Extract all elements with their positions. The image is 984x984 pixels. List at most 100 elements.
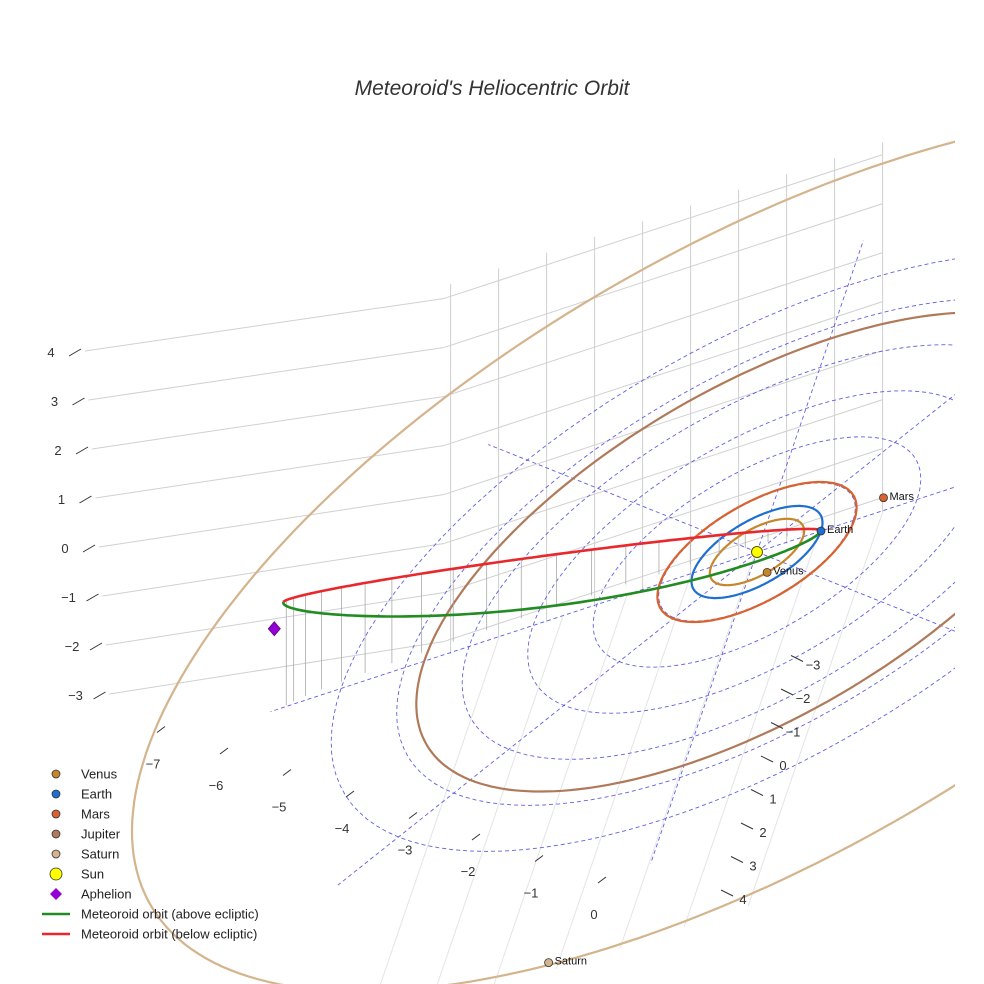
y-tick-label: 1	[769, 792, 776, 807]
y-tick	[740, 822, 754, 830]
y-tick	[720, 889, 734, 897]
ecliptic-grid-circle	[527, 390, 955, 714]
venus-label: Venus	[773, 565, 804, 577]
z-tick-label: 0	[61, 541, 68, 556]
y-tick-label: −2	[796, 691, 811, 706]
x-tick	[534, 855, 544, 862]
x-tick-label: −5	[272, 800, 287, 815]
y-tick-label: 3	[749, 859, 756, 874]
earth-marker	[816, 526, 826, 536]
mars-label: Mars	[890, 491, 915, 503]
orbit-scene: Venus Earth Mars Saturn	[130, 140, 955, 984]
box-grid-line	[444, 154, 883, 299]
ecliptic-grid-circle	[396, 299, 955, 806]
legend-earth-marker	[51, 789, 61, 799]
x-tick-label: −2	[461, 864, 476, 879]
box-grid-line	[91, 395, 445, 450]
box-grid-line	[98, 493, 445, 548]
chart-title: Meteoroid's Heliocentric Orbit	[355, 77, 631, 100]
x-tick-label: −6	[209, 778, 224, 793]
x-tick	[156, 726, 166, 733]
earth-orbit	[690, 504, 824, 600]
box-grid	[84, 142, 884, 984]
mars-orbit	[656, 480, 858, 624]
x-tick	[408, 812, 418, 819]
legend-mars-marker	[51, 809, 61, 819]
legend-label: Meteoroid orbit (below ecliptic)	[81, 927, 257, 942]
aphelion-marker	[267, 621, 281, 637]
z-tick	[68, 348, 82, 357]
x-tick	[345, 790, 355, 798]
box-grid-line	[619, 554, 756, 949]
meteoroid-orbit-below	[282, 527, 823, 603]
legend-label: Jupiter	[81, 827, 121, 842]
x-tick	[597, 876, 607, 884]
legend-label: Aphelion	[81, 887, 132, 902]
z-tick	[79, 495, 92, 504]
legend-label: Meteoroid orbit (above ecliptic)	[81, 907, 259, 922]
saturn-label: Saturn	[555, 956, 587, 968]
meteoroid-orbit-above	[281, 530, 823, 618]
y-tick-label: 4	[739, 892, 746, 907]
box-grid-line	[84, 297, 445, 352]
z-tick-label: −3	[68, 688, 83, 703]
ecliptic-grid-radial	[756, 240, 864, 553]
sun-marker	[751, 546, 763, 558]
x-tick-label: −1	[524, 886, 539, 901]
legend: Venus Earth Mars Jupiter Saturn Sun Aphelion Me…	[42, 767, 259, 942]
ecliptic-grid-radial	[488, 444, 758, 553]
ecliptic-grid-circle	[461, 344, 955, 760]
x-tick-label: −7	[146, 757, 161, 772]
z-tick	[82, 544, 96, 553]
mars-marker	[879, 493, 888, 503]
z-tick-label: −1	[61, 590, 76, 605]
x-tick-label: −4	[335, 821, 350, 836]
box-grid-line	[88, 346, 445, 401]
x-tick	[471, 833, 481, 841]
box-grid-line	[380, 638, 500, 984]
earth-label: Earth	[827, 524, 853, 536]
legend-sun-marker	[49, 867, 63, 881]
legend-aphelion-marker	[50, 888, 62, 900]
box-grid-line	[95, 444, 445, 499]
ecliptic-grid-radial	[756, 486, 955, 553]
saturn-marker	[544, 958, 553, 967]
y-tick-label: 0	[779, 758, 786, 773]
z-tick-label: 3	[51, 394, 58, 409]
box-grid-line	[493, 596, 628, 984]
saturn-orbit	[130, 140, 955, 984]
legend-label: Venus	[81, 767, 118, 782]
y-tick-label: 2	[759, 825, 766, 840]
y-tick	[780, 688, 794, 696]
box-grid-line	[444, 301, 883, 446]
y-tick	[760, 755, 774, 763]
z-tick	[86, 593, 99, 602]
y-tick	[790, 655, 804, 662]
box-grid-line	[102, 542, 445, 597]
y-tick	[730, 856, 744, 863]
ecliptic-grid-circle	[330, 258, 955, 852]
ecliptic-grid-radial	[650, 551, 758, 864]
box-grid-line	[109, 640, 445, 695]
z-tick	[72, 397, 85, 406]
z-tick-label: 2	[54, 443, 61, 458]
legend-label: Mars	[81, 807, 110, 822]
box-grid-line	[436, 617, 564, 984]
x-tick-label: 0	[590, 907, 597, 922]
y-tick	[750, 789, 764, 796]
box-grid-line	[444, 448, 883, 593]
z-tick-label: 4	[47, 345, 54, 360]
venus-orbit	[708, 517, 806, 587]
jupiter-orbit	[415, 311, 955, 793]
z-tick	[75, 446, 89, 455]
y-tick-label: −1	[786, 725, 801, 740]
axis-ticks: −3 −2 −1 0 1 2 3 4 −7 −6 −5 −4 −3 −2 −1 0 −3 −2 −1 0 1 2 3 4	[47, 345, 820, 922]
legend-saturn-marker	[51, 849, 61, 859]
legend-label: Saturn	[81, 847, 119, 862]
box-grid-line	[444, 203, 883, 348]
box-grid-line	[683, 533, 820, 928]
x-tick-label: −3	[398, 843, 413, 858]
box-grid-line	[444, 497, 883, 642]
box-grid-line	[444, 399, 883, 544]
